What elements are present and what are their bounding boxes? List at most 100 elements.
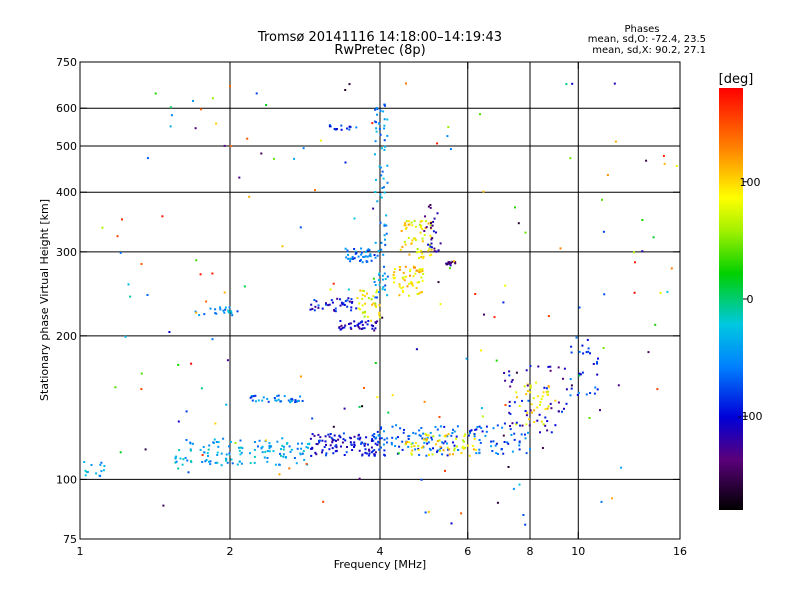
x-tick-label: 10 — [571, 545, 585, 558]
data-point — [217, 445, 220, 448]
data-point — [376, 200, 379, 203]
data-point — [370, 319, 373, 322]
data-point — [581, 371, 584, 374]
data-point — [508, 405, 511, 407]
data-point — [234, 442, 237, 444]
data-point — [372, 277, 375, 280]
data-point — [475, 452, 478, 455]
data-point — [361, 405, 364, 408]
data-point — [191, 442, 194, 445]
data-point — [182, 458, 185, 461]
data-point — [170, 114, 173, 117]
data-point — [343, 407, 346, 410]
data-point — [473, 435, 476, 438]
data-point — [460, 512, 463, 515]
data-point — [281, 437, 284, 440]
data-point — [406, 285, 409, 288]
data-point — [485, 425, 488, 428]
data-point — [509, 413, 512, 415]
y-tick-label: 75 — [63, 533, 77, 546]
data-point — [342, 432, 345, 435]
data-point — [468, 454, 471, 457]
data-point — [376, 443, 379, 446]
data-point — [451, 260, 454, 263]
data-point — [343, 454, 346, 456]
data-point — [519, 424, 521, 427]
data-point — [529, 448, 531, 451]
data-point — [522, 514, 525, 516]
data-point — [375, 291, 378, 294]
data-point — [366, 292, 368, 295]
data-point — [364, 451, 367, 454]
data-point — [409, 282, 412, 284]
data-point — [266, 460, 269, 463]
data-point — [431, 237, 434, 240]
data-point — [189, 449, 192, 452]
data-point — [395, 437, 398, 440]
data-point — [521, 399, 523, 402]
data-point — [464, 446, 467, 449]
data-point — [504, 404, 507, 406]
data-point — [297, 399, 300, 402]
data-point — [203, 451, 206, 454]
data-point — [557, 366, 560, 369]
data-point — [402, 291, 404, 293]
data-point — [328, 435, 331, 438]
data-point — [261, 399, 264, 402]
data-point — [405, 228, 407, 230]
data-point — [542, 391, 545, 394]
data-point — [325, 452, 328, 455]
data-point — [508, 400, 511, 403]
data-point — [238, 446, 240, 449]
data-point — [599, 409, 601, 412]
data-point — [269, 445, 272, 448]
data-point — [602, 347, 605, 349]
data-point — [116, 235, 119, 238]
data-point — [435, 231, 437, 234]
data-point — [397, 452, 400, 455]
data-point — [518, 444, 521, 447]
data-point — [374, 140, 377, 143]
data-point — [201, 454, 204, 456]
y-tick-label: 600 — [56, 102, 77, 115]
data-point — [417, 444, 420, 447]
data-point — [430, 253, 433, 256]
data-point — [358, 327, 361, 330]
data-point — [311, 433, 314, 436]
data-point — [267, 400, 270, 403]
data-point — [351, 301, 353, 304]
data-point — [260, 152, 263, 155]
data-point — [333, 439, 336, 441]
data-point — [408, 294, 410, 297]
data-point — [195, 311, 198, 314]
data-point — [447, 448, 450, 451]
data-point — [100, 461, 103, 464]
data-point — [420, 276, 423, 279]
data-point — [347, 288, 350, 291]
data-point — [401, 276, 404, 279]
data-point — [478, 425, 481, 428]
data-point — [328, 448, 331, 451]
data-point — [562, 377, 564, 380]
data-point — [189, 448, 192, 451]
data-point — [577, 391, 580, 394]
data-point — [409, 274, 411, 277]
data-point — [520, 433, 523, 436]
data-point — [540, 398, 543, 401]
data-point — [511, 379, 514, 381]
data-point — [368, 452, 371, 455]
data-point — [410, 453, 413, 456]
data-point — [380, 248, 383, 251]
data-point — [348, 125, 351, 128]
data-point — [333, 434, 336, 437]
data-point — [611, 497, 614, 500]
data-point — [332, 452, 335, 455]
data-point — [578, 350, 581, 353]
data-point — [353, 320, 356, 323]
data-point — [348, 300, 351, 303]
data-point — [371, 327, 374, 330]
data-point — [511, 450, 514, 453]
data-point — [419, 291, 422, 294]
data-point — [378, 279, 380, 282]
data-point — [378, 272, 381, 275]
